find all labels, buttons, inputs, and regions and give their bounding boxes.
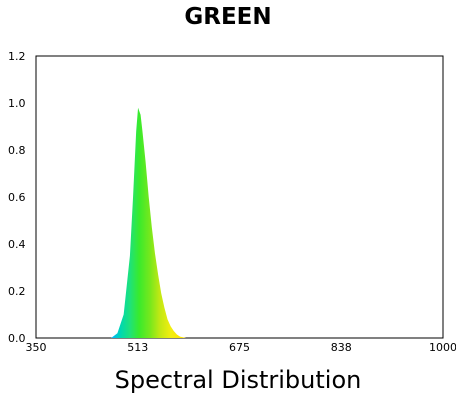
x-tick-label: 675 <box>229 341 250 354</box>
y-tick-label: 1.0 <box>8 97 26 110</box>
x-tick-label: 838 <box>331 341 352 354</box>
x-tick-label: 513 <box>127 341 148 354</box>
y-tick-label: 0.0 <box>8 332 26 345</box>
plot-area <box>35 55 444 339</box>
y-tick-label: 1.2 <box>8 50 26 63</box>
chart-title: GREEN <box>184 4 272 30</box>
spectrum-area-0 <box>111 107 187 338</box>
y-tick-label: 0.8 <box>8 144 26 157</box>
y-tick-label: 0.6 <box>8 191 26 204</box>
x-tick-label: 350 <box>26 341 47 354</box>
x-tick-label: 1000 <box>429 341 456 354</box>
y-tick-label: 0.4 <box>8 238 26 251</box>
y-tick-label: 0.2 <box>8 285 26 298</box>
x-axis-label: Spectral Distribution <box>114 366 362 394</box>
